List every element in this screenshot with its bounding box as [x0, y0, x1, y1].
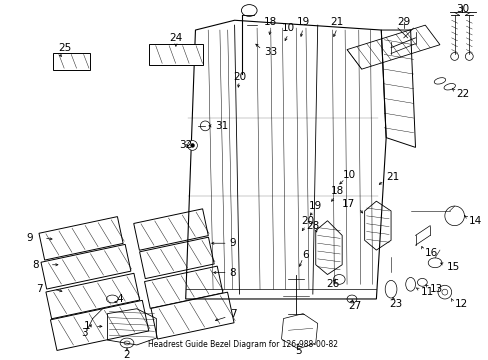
Polygon shape	[144, 266, 223, 309]
Polygon shape	[46, 273, 140, 319]
Text: 5: 5	[294, 346, 301, 356]
Text: 16: 16	[425, 248, 438, 258]
Text: 22: 22	[456, 89, 469, 99]
Text: 33: 33	[264, 46, 277, 57]
Text: 1: 1	[84, 321, 91, 331]
Text: 19: 19	[296, 17, 309, 27]
Text: 26: 26	[325, 279, 338, 289]
Text: 7: 7	[36, 284, 42, 294]
Polygon shape	[133, 209, 208, 250]
Text: 14: 14	[468, 216, 482, 226]
Text: 4: 4	[117, 294, 123, 304]
Text: 10: 10	[342, 170, 355, 180]
Text: 12: 12	[454, 299, 467, 309]
Text: 30: 30	[455, 4, 468, 14]
Text: 13: 13	[429, 284, 443, 294]
Polygon shape	[139, 237, 214, 279]
Text: 9: 9	[26, 233, 33, 243]
Text: 29: 29	[396, 17, 409, 27]
Text: 2: 2	[123, 350, 130, 360]
Text: 7: 7	[229, 309, 236, 319]
Text: 18: 18	[330, 186, 343, 197]
Text: 15: 15	[446, 262, 459, 272]
Text: 21: 21	[386, 172, 399, 182]
Polygon shape	[149, 44, 203, 65]
Text: 3: 3	[81, 328, 88, 338]
Text: 28: 28	[305, 221, 319, 231]
Polygon shape	[41, 244, 131, 289]
Text: 19: 19	[308, 201, 322, 211]
Text: 8: 8	[32, 260, 39, 270]
Text: 23: 23	[388, 299, 402, 309]
Text: 20: 20	[301, 216, 314, 226]
Text: Headrest Guide Bezel Diagram for 126-988-00-82: Headrest Guide Bezel Diagram for 126-988…	[148, 340, 338, 349]
Text: 8: 8	[229, 267, 236, 278]
Text: 17: 17	[341, 199, 354, 209]
Polygon shape	[151, 292, 234, 339]
Polygon shape	[50, 300, 148, 350]
Polygon shape	[39, 217, 123, 260]
Text: 6: 6	[302, 250, 308, 260]
Text: 9: 9	[229, 238, 236, 248]
Circle shape	[190, 144, 194, 147]
Polygon shape	[53, 53, 90, 70]
Text: 25: 25	[59, 42, 72, 53]
Text: 24: 24	[169, 33, 182, 43]
Text: 18: 18	[264, 17, 277, 27]
Text: 21: 21	[330, 17, 343, 27]
Text: 10: 10	[281, 23, 294, 33]
Text: 27: 27	[347, 301, 361, 311]
Text: 32: 32	[179, 140, 192, 150]
Text: 20: 20	[232, 72, 245, 82]
Circle shape	[187, 140, 197, 150]
Text: 11: 11	[420, 287, 433, 297]
Text: 31: 31	[215, 121, 228, 131]
